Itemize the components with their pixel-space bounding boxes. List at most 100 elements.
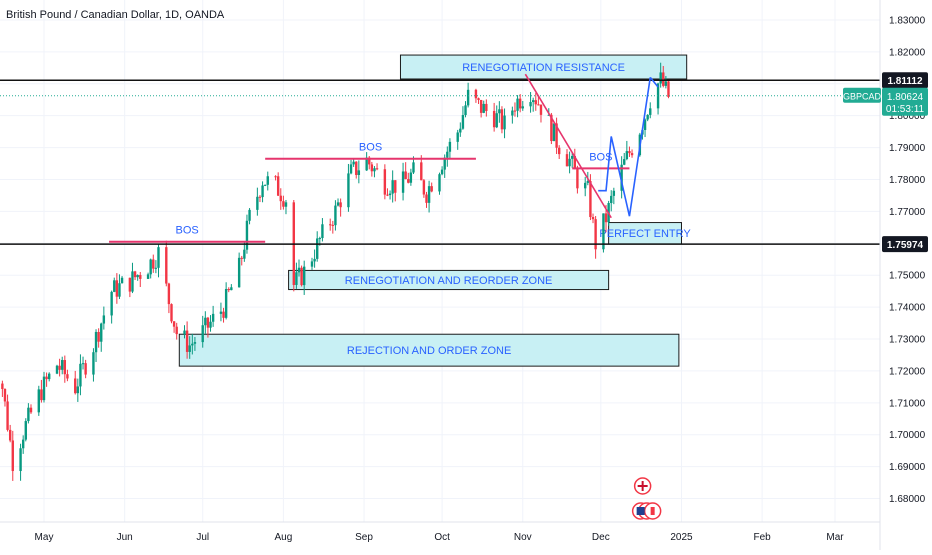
candle-body [120,277,124,284]
candle [102,306,106,330]
candle [172,321,176,333]
candle-body [479,99,483,113]
candle [165,240,168,287]
candle [21,435,25,454]
candle [146,272,150,279]
candle-layer [1,62,670,481]
x-tick-label: 2025 [670,532,693,543]
candle-body [211,313,215,322]
candle-body [11,440,14,472]
candle-body [258,196,262,198]
candle [24,418,27,442]
candle [321,218,324,242]
bos-label: BOS [175,225,198,237]
candle [477,97,480,105]
zone-label: RENEGOTIATION RESISTANCE [462,62,625,74]
candle [201,315,204,348]
candle [552,123,556,142]
candle-body [365,157,368,171]
candle-body [659,72,662,84]
candle-body [576,169,579,189]
candle-body [352,161,355,165]
candle-body [185,330,189,352]
y-tick-label: 1.79000 [889,143,926,154]
y-tick-label: 1.74000 [889,303,926,314]
y-tick-label: 1.82000 [889,47,926,58]
candle-body [464,105,467,116]
symbol-badge [843,87,881,103]
candle-body [594,219,597,250]
candle [115,273,119,304]
candle [623,152,626,166]
candle-body [261,185,264,198]
candle-body [456,132,459,142]
line-layer: BOS BOS BOS [0,73,880,245]
trend-line [524,73,612,219]
candle-body [110,291,113,316]
candle-body [604,213,608,223]
candle [349,159,353,175]
candle-body [170,304,173,322]
y-tick-label: 1.72000 [889,366,926,377]
candle-body [279,195,282,202]
candle [263,184,267,187]
candle [191,333,194,355]
candle [206,316,210,338]
candle [466,82,470,108]
grid-layer [0,0,880,522]
candle-body [349,164,353,174]
candle-body [76,386,80,394]
candle-body [498,109,501,114]
candle-body [8,429,12,441]
y-tick-label: 1.80000 [889,111,926,122]
candle [284,199,288,215]
current-price-label: 1.80624 [887,92,924,103]
candle-body [555,123,558,148]
candle [276,172,280,197]
candle [464,101,467,118]
candle [482,100,485,114]
candle [313,249,316,268]
projection-arrow [649,76,659,88]
candle [503,108,506,139]
candle [375,163,379,171]
candle [584,176,587,197]
candle-body [427,186,431,203]
candle [646,114,649,122]
candle [81,356,85,370]
candle-body [206,317,210,328]
candle-body [165,247,168,284]
candle [347,163,350,212]
candle-body [282,201,285,207]
candle-body [383,169,387,195]
candle [193,337,197,351]
candle-body [422,180,426,195]
candle [407,172,410,184]
candle [456,129,459,150]
candle-body [1,383,4,390]
candle-body [667,81,670,97]
candle-body [375,168,379,170]
candle [643,118,647,138]
candle [516,95,519,118]
ca-flag-band [650,507,655,515]
candle-body [276,176,280,196]
candle-body [27,407,30,422]
candle-body [477,98,480,100]
candle-body [3,389,7,402]
candle [565,149,569,167]
candle [430,182,433,193]
candle-body [154,267,158,269]
candle-body [146,274,150,279]
candle-body [612,190,616,196]
candle-body [297,267,301,273]
candle [152,254,155,273]
candle [310,257,314,270]
candle [591,213,595,224]
candle-body [191,343,194,346]
candle [513,102,517,117]
candle [625,140,629,161]
candle-body [131,271,134,292]
key-level-label: 1.75974 [887,240,924,251]
candle [500,106,504,134]
